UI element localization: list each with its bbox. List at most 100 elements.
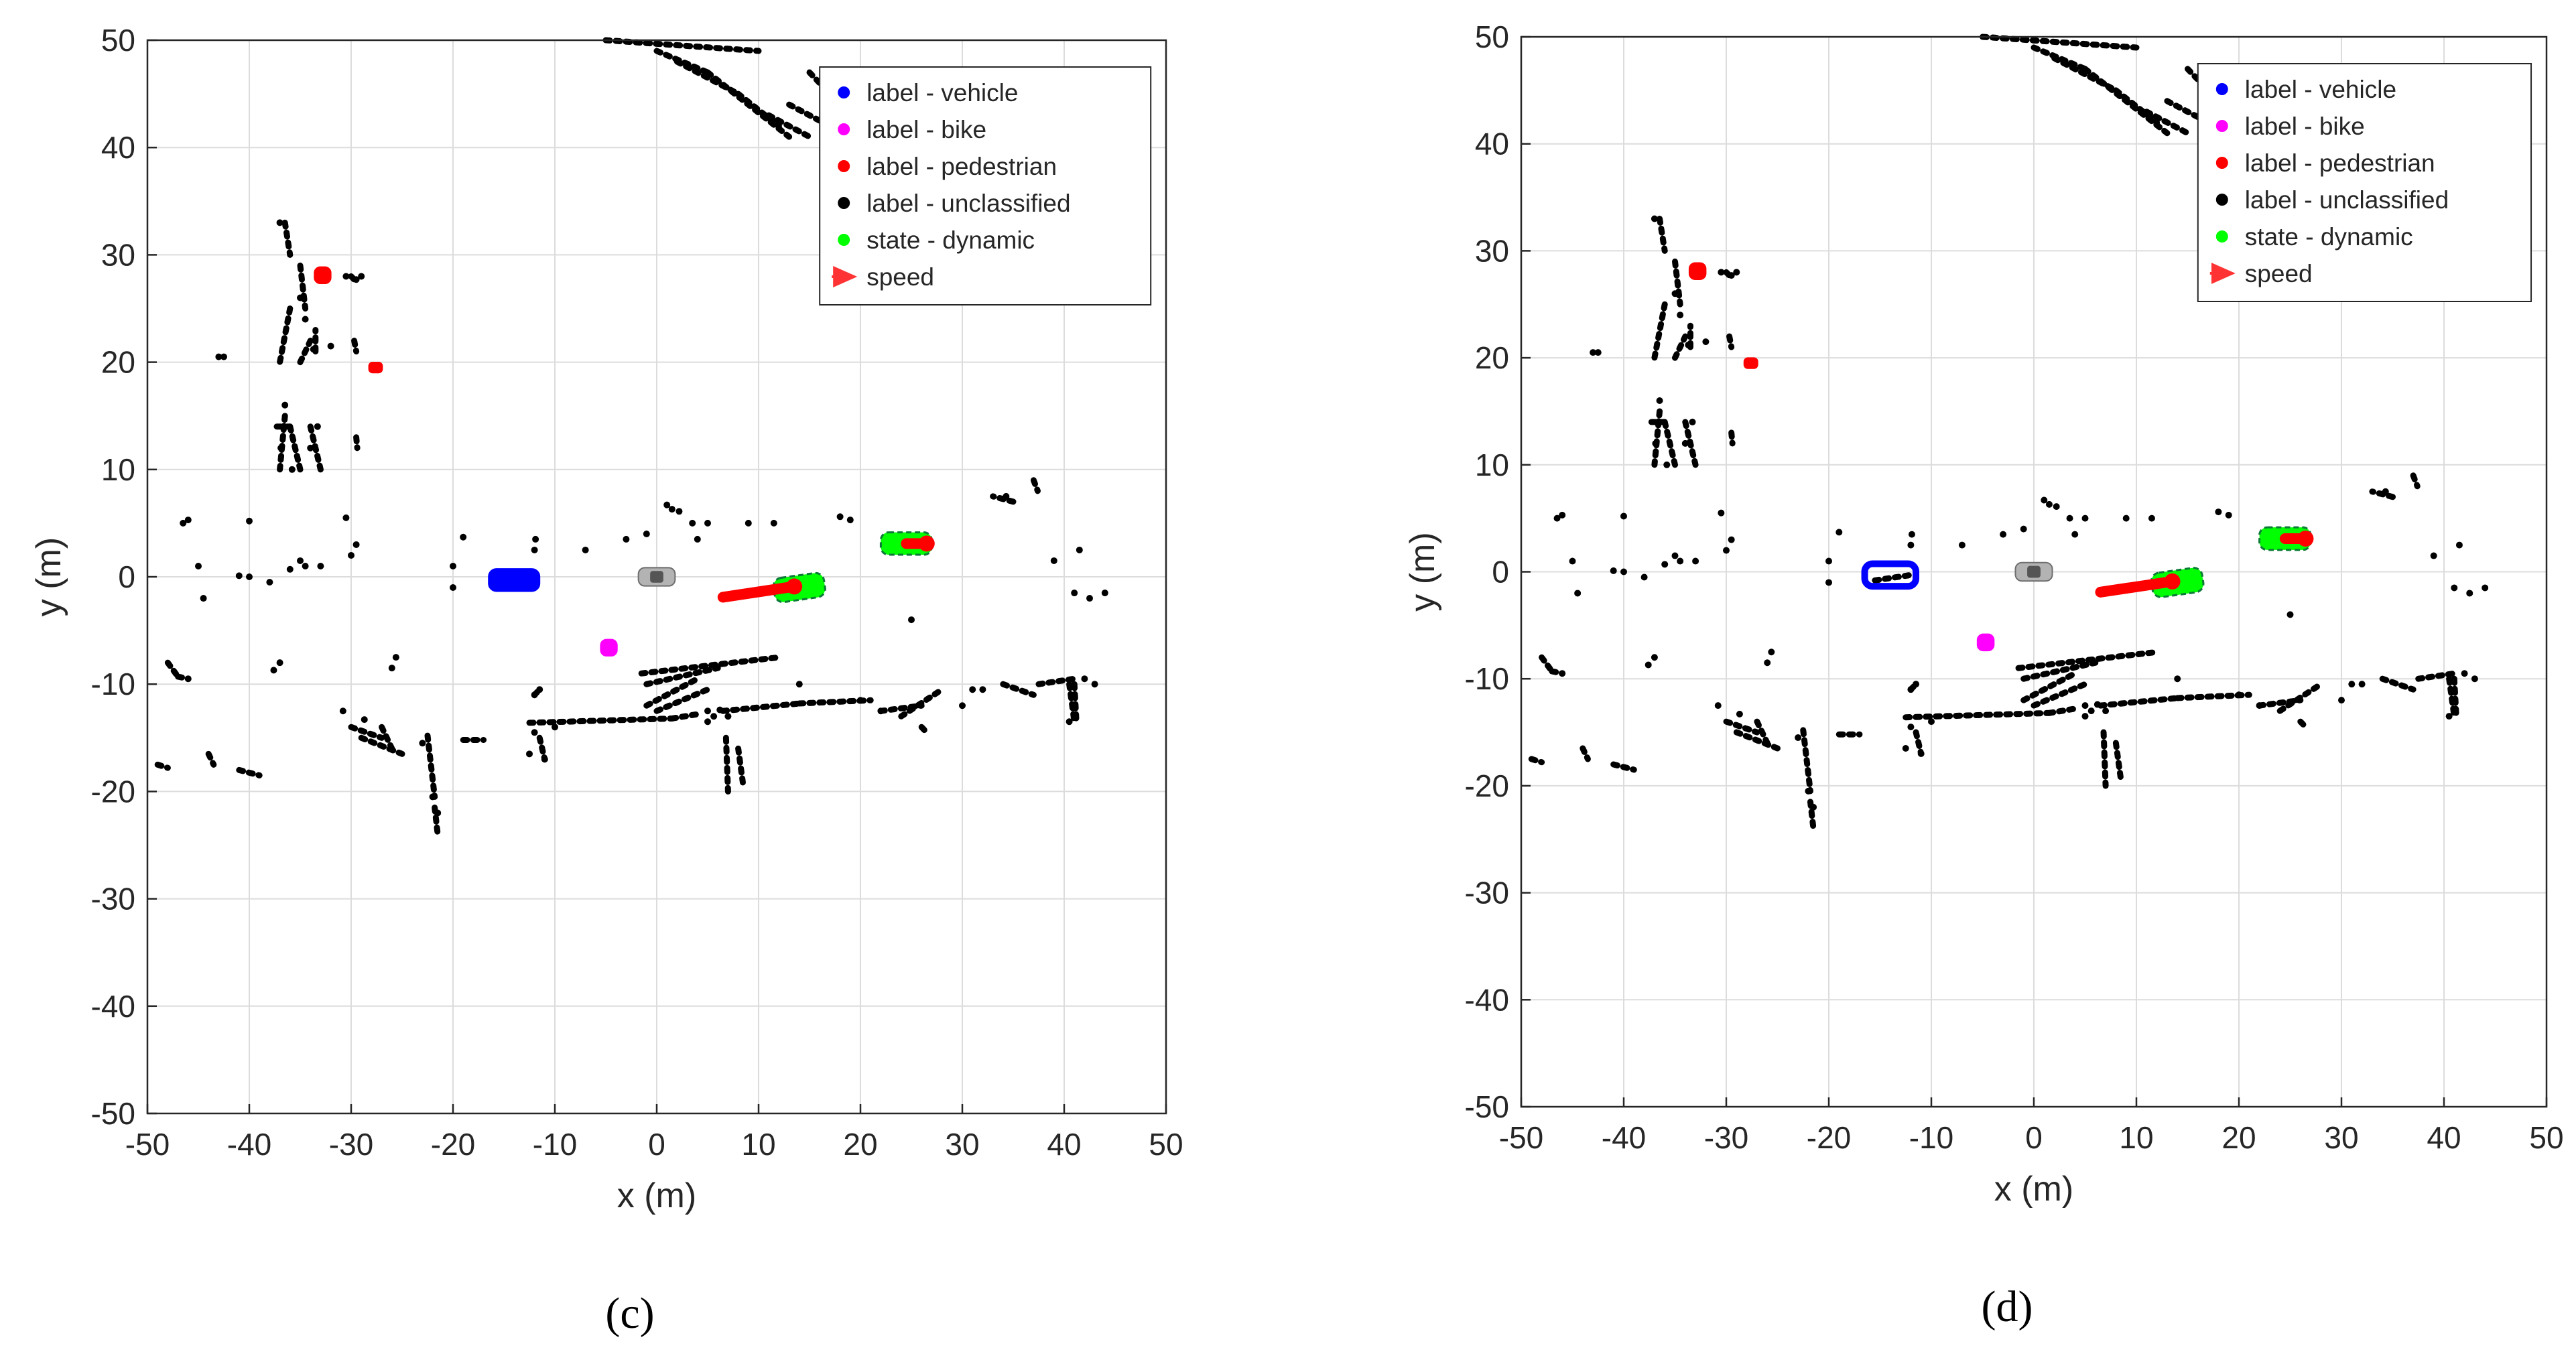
panel-d-cloud-point xyxy=(1661,561,1669,568)
panel-c-ytick-label: 30 xyxy=(101,237,135,272)
panel-c-cloud-point xyxy=(276,659,283,667)
panel-d-cloud-point xyxy=(2020,525,2027,533)
panel-d-xtick-label: -40 xyxy=(1602,1120,1646,1155)
panel-d-cloud-point xyxy=(1590,349,1597,356)
panel-d-cloud-streak xyxy=(2015,649,2161,671)
panel-d-cloud-streak xyxy=(1661,419,1678,468)
panel-d-cloud-streak xyxy=(1657,215,1668,254)
panel-d-xtick-label: 50 xyxy=(2529,1120,2563,1155)
panel-d-cloud-point xyxy=(2482,584,2489,592)
panel-c-cloud-point xyxy=(246,517,253,525)
panel-d-cloud-point xyxy=(1671,552,1679,559)
panel-c-cloud-streak xyxy=(277,413,288,473)
panel-d-cloud-streak xyxy=(2020,659,2099,682)
panel-c-legend-marker xyxy=(838,234,850,246)
panel-d-ytick-label: -20 xyxy=(1465,768,1509,803)
panel-d-cloud-point xyxy=(1681,439,1689,447)
panel-c-cloud-point xyxy=(531,729,538,736)
panel-d-cloud-point xyxy=(1907,686,1915,693)
panel-c-speed-head xyxy=(786,578,803,595)
panel-c-cloud-point xyxy=(310,346,317,353)
panel-c-cloud-point xyxy=(235,572,243,580)
panel-d-cloud-point xyxy=(1836,529,1843,536)
panel-c-y-ticks: -50 -40 -30 -20 -10 0 10 20 30 40 50 xyxy=(91,23,157,1131)
panel-c-cloud-streak xyxy=(536,734,548,762)
panel-d-cloud-point xyxy=(2348,681,2356,688)
panel-d-vehicle-object xyxy=(1861,560,1920,590)
panel-d-xtick-label: 20 xyxy=(2221,1120,2256,1155)
panel-d-cloud-streak xyxy=(1580,745,1591,762)
panel-c-cloud-point xyxy=(352,541,360,548)
panel-d-cloud-point xyxy=(1902,745,1909,752)
panel-d-cloud-point xyxy=(1736,710,1743,718)
panel-d-legend-label: label - vehicle xyxy=(2245,76,2396,103)
panel-d-cloud-point xyxy=(1594,349,1602,356)
panel-d-legend-marker xyxy=(2215,157,2228,169)
panel-c-cloud-streak xyxy=(281,219,294,258)
panel-d-xtick-label: -50 xyxy=(1499,1120,1543,1155)
panel-d-cloud-point xyxy=(2041,496,2048,504)
panel-d-cloud-point xyxy=(2451,584,2458,592)
panel-c-cloud-point xyxy=(392,654,399,661)
panel-c-cloud-point xyxy=(675,508,683,515)
panel-c-cloud-streak xyxy=(277,305,294,366)
panel-c-cloud-point xyxy=(327,342,334,350)
panel-c-cloud-streak xyxy=(669,711,701,722)
panel-c-cloud-streak xyxy=(602,37,762,54)
panel-d-cloud-streak xyxy=(2100,729,2109,789)
panel-c-cloud-point xyxy=(297,557,304,564)
panel-d-cloud-point xyxy=(1702,338,1710,346)
panel-c-cloud-point xyxy=(429,793,436,801)
panel-c-cloud-point xyxy=(200,595,207,602)
panel-c-legend-marker xyxy=(838,197,850,209)
panel-c-cloud-point xyxy=(663,501,671,508)
panel-c-cloud-streak xyxy=(287,423,304,473)
panel-d-ytick-label: -40 xyxy=(1465,982,1509,1017)
panel-d-speed-head xyxy=(2297,530,2314,547)
panel-d-cloud-point xyxy=(1559,670,1566,677)
panel-d-cloud-point xyxy=(2081,702,2089,709)
panel-c-cloud-point xyxy=(184,517,192,524)
panel-d-legend-marker xyxy=(2215,83,2228,95)
panel-d-objects xyxy=(1688,262,2314,652)
panel-c-legend-label: label - unclassified xyxy=(866,190,1070,217)
panel-c-cloud-streak xyxy=(1035,675,1078,687)
panel-d-cloud-point xyxy=(1685,341,1692,348)
panel-c-cloud-point xyxy=(277,444,285,452)
panel-d-cloud-point xyxy=(1553,515,1561,522)
panel-d-cloud-point xyxy=(2461,670,2468,677)
panel-d-cloud-point xyxy=(1825,557,1832,565)
panel-d-cloud-point xyxy=(1733,269,1740,276)
panel-c-cloud-streak xyxy=(424,732,438,800)
panel-c-cloud-streak xyxy=(990,493,1017,505)
panel-c-ytick-label: 10 xyxy=(101,452,135,487)
panel-c-cloud-streak xyxy=(898,686,946,720)
panel-c-cloud-streak xyxy=(1000,681,1037,698)
panel-c-ego-cabin xyxy=(650,571,663,583)
panel-d-cloud-streak xyxy=(1903,709,2053,721)
panel-c-legend-marker xyxy=(838,160,850,172)
panel-c-legend-label: label - pedestrian xyxy=(866,153,1057,180)
panel-d-cloud-point xyxy=(2102,707,2110,715)
panel-c-xtick-label: 30 xyxy=(945,1127,979,1162)
panel-d: -50 -40 -30 -20 -10 0 10 20 30 40 50 -50-40-30-20-… xyxy=(1403,19,2564,1331)
panel-c-cloud-point xyxy=(270,667,277,674)
panel-d-cloud-point xyxy=(1907,541,1915,549)
panel-d-ytick-label: 20 xyxy=(1475,340,1509,375)
panel-c-cloud-point xyxy=(266,579,273,586)
panel-d-ytick-label: 0 xyxy=(1492,555,1509,590)
panel-c-cloud-point xyxy=(877,707,885,715)
panel-d-ytick-label: 40 xyxy=(1475,127,1509,161)
panel-d-cloud-streak xyxy=(1733,729,1781,752)
panel-c-point-cloud xyxy=(154,37,1108,837)
panel-d-cloud-point xyxy=(2094,701,2101,708)
panel-d-ytick-label: -30 xyxy=(1465,876,1509,910)
panel-d-cloud-point xyxy=(2071,531,2079,538)
panel-c-vehicle-object xyxy=(488,568,541,592)
panel-c-cloud-point xyxy=(532,535,539,543)
panel-d-cloud-streak xyxy=(2379,675,2417,693)
panel-d-cloud-streak xyxy=(2415,670,2457,682)
panel-d-ytick-label: -10 xyxy=(1465,661,1509,696)
panel-c-cloud-point xyxy=(541,756,548,763)
